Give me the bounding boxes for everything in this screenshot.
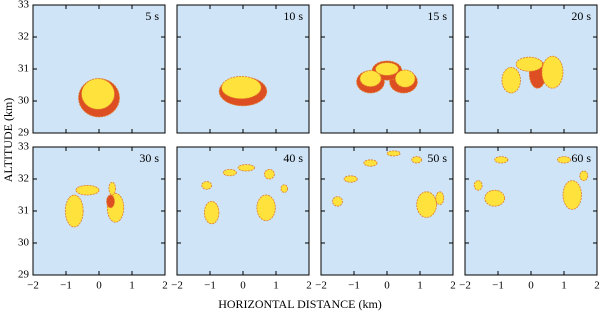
- x-tick-label: −1: [204, 280, 216, 292]
- plume-region: [386, 150, 401, 157]
- plume-region: [494, 156, 509, 164]
- x-tick-label: 2: [162, 280, 168, 292]
- plume-region: [394, 69, 416, 88]
- panel-label: 30 s: [139, 151, 159, 165]
- plume-region: [363, 159, 378, 167]
- x-tick-label: 1: [417, 280, 423, 292]
- plume-region: [332, 196, 343, 207]
- x-tick-label: 1: [273, 280, 279, 292]
- panel-label: 60 s: [571, 151, 591, 165]
- panel-label: 50 s: [427, 151, 447, 165]
- plume-region: [108, 181, 116, 196]
- panel-label: 40 s: [283, 151, 303, 165]
- x-tick-label: −2: [27, 280, 39, 292]
- y-tick-label: 33: [18, 0, 30, 11]
- y-tick-label: 31: [18, 63, 29, 75]
- plume-region: [541, 55, 564, 89]
- y-tick-label: 32: [18, 173, 29, 185]
- panel-label: 5 s: [145, 9, 159, 23]
- panel-background: [33, 147, 165, 275]
- plume-region: [256, 194, 276, 222]
- plume-region: [501, 66, 521, 94]
- y-tick-label: 32: [18, 31, 29, 43]
- x-tick-label: −1: [492, 280, 504, 292]
- plume-region: [579, 170, 589, 182]
- plume-region: [264, 168, 275, 180]
- plume-region: [473, 180, 483, 191]
- plume-region: [280, 184, 288, 193]
- x-tick-label: 0: [240, 280, 246, 292]
- x-tick-label: −1: [348, 280, 360, 292]
- plume-region: [75, 184, 100, 196]
- plume-region: [201, 181, 213, 190]
- plume-region: [435, 191, 445, 206]
- x-tick-label: 1: [561, 280, 567, 292]
- y-axis-label: ALTITUDE (km): [1, 98, 15, 183]
- x-tick-label: −2: [459, 280, 471, 292]
- x-tick-label: 2: [594, 280, 600, 292]
- plume-region: [64, 194, 84, 228]
- x-tick-label: 0: [96, 280, 102, 292]
- plume-region: [237, 164, 255, 172]
- panel-label: 10 s: [283, 9, 303, 23]
- x-tick-label: −2: [315, 280, 327, 292]
- x-tick-label: 0: [528, 280, 534, 292]
- x-axis-label: HORIZONTAL DISTANCE (km): [218, 297, 382, 311]
- plume-region: [222, 169, 237, 177]
- panel-background: [177, 5, 309, 133]
- x-tick-label: 1: [129, 280, 135, 292]
- y-tick-label: 29: [18, 269, 30, 281]
- plume-region: [106, 194, 115, 209]
- panel-label: 20 s: [571, 9, 591, 23]
- x-tick-label: −2: [171, 280, 183, 292]
- plume-region: [484, 189, 506, 207]
- plume-region: [343, 175, 358, 183]
- y-tick-label: 29: [18, 127, 30, 139]
- plume-region: [557, 156, 572, 164]
- plume-region: [562, 180, 582, 210]
- y-tick-label: 31: [18, 205, 29, 217]
- plume-region: [416, 191, 437, 218]
- plume-region: [411, 156, 423, 164]
- panel-label: 15 s: [427, 9, 447, 23]
- panel-background: [465, 147, 597, 275]
- x-tick-label: 2: [306, 280, 312, 292]
- x-tick-label: 2: [450, 280, 456, 292]
- y-tick-label: 33: [18, 141, 30, 153]
- plume-region: [515, 56, 543, 72]
- plume-region: [375, 62, 399, 76]
- plume-region: [203, 201, 220, 225]
- plume-region: [359, 70, 382, 87]
- plume-region: [81, 78, 115, 110]
- y-tick-label: 30: [18, 237, 30, 249]
- y-tick-label: 30: [18, 95, 30, 107]
- x-tick-label: 0: [384, 280, 390, 292]
- x-tick-label: −1: [60, 280, 72, 292]
- plume-region: [221, 75, 262, 100]
